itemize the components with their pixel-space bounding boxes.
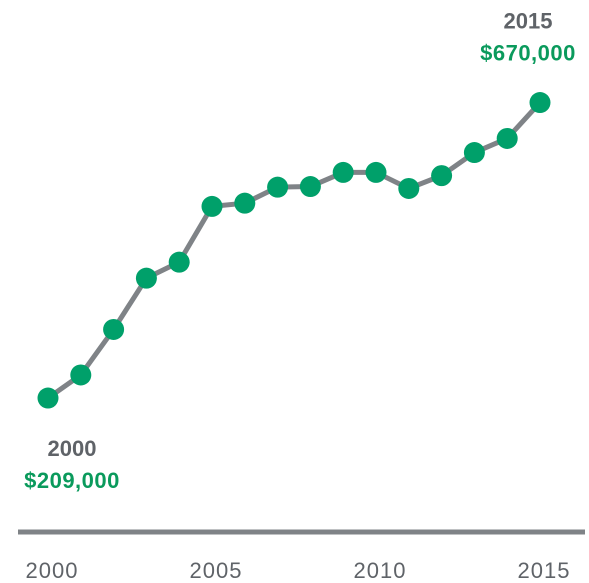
x-tick-label: 2015 xyxy=(518,558,571,583)
point xyxy=(332,161,354,183)
point xyxy=(365,161,387,183)
value-label: $209,000 xyxy=(24,468,120,493)
point xyxy=(37,387,59,409)
point xyxy=(529,92,551,114)
point xyxy=(463,142,485,164)
line xyxy=(46,100,542,401)
point xyxy=(299,176,321,198)
x-tick-label: 2000 xyxy=(26,558,79,583)
point xyxy=(103,318,125,340)
x-tick-label: 2005 xyxy=(190,558,243,583)
point xyxy=(135,267,157,289)
point xyxy=(496,127,518,149)
point xyxy=(201,195,223,217)
annotation-year: 2000 xyxy=(48,436,97,461)
point xyxy=(168,251,190,273)
point xyxy=(398,177,420,199)
point xyxy=(431,165,453,187)
point xyxy=(267,176,289,198)
point xyxy=(70,364,92,386)
x-tick-label: 2010 xyxy=(354,558,407,583)
point xyxy=(234,192,256,214)
value-label: $670,000 xyxy=(480,40,576,65)
annotation-year: 2015 xyxy=(504,8,553,33)
